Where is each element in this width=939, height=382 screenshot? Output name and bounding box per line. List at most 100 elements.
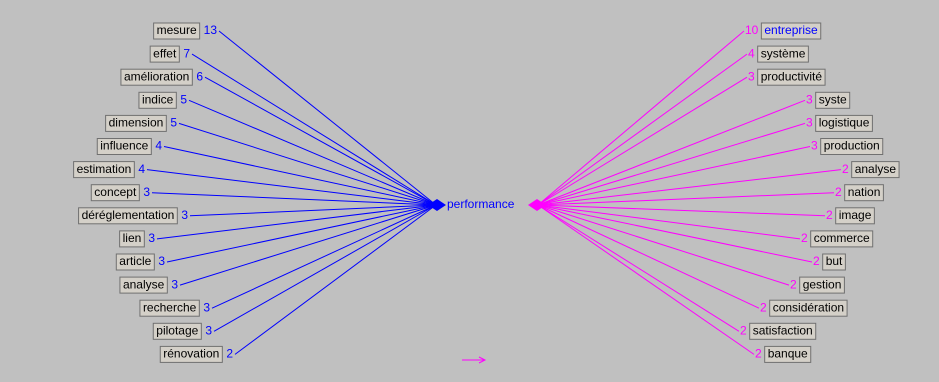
- word-box: [138, 91, 177, 109]
- link-line: [204, 76, 437, 206]
- count: 2: [813, 254, 820, 268]
- link-line: [191, 53, 437, 206]
- word-box: [749, 322, 817, 340]
- link-line: [537, 53, 748, 206]
- word-box: [760, 22, 822, 40]
- count: 3: [811, 139, 818, 153]
- count: 3: [203, 300, 210, 314]
- link-line: [537, 204, 755, 355]
- count: 2: [835, 185, 842, 199]
- count: 3: [806, 116, 813, 130]
- link-line: [213, 204, 437, 332]
- count: 2: [801, 231, 808, 245]
- word: satisfaction: [753, 323, 813, 337]
- link-line: [211, 204, 437, 309]
- word: analyse: [123, 277, 165, 291]
- word-box: [153, 22, 201, 40]
- word: production: [824, 139, 880, 153]
- word: article: [119, 254, 151, 268]
- word-box: [757, 68, 826, 86]
- count: 3: [148, 231, 155, 245]
- word: analyse: [855, 162, 897, 176]
- link-line: [537, 122, 806, 206]
- count: 2: [826, 208, 833, 222]
- word: déréglementation: [82, 208, 175, 222]
- word-box: [105, 114, 167, 132]
- link-line: [537, 204, 740, 332]
- count: 3: [171, 277, 178, 291]
- count: 4: [748, 46, 755, 60]
- word-box: [764, 345, 812, 363]
- word: considération: [773, 300, 844, 314]
- word: indice: [142, 92, 174, 106]
- link-line: [218, 30, 437, 206]
- word: lien: [123, 231, 142, 245]
- link-line: [537, 204, 813, 263]
- word-box: [810, 230, 874, 248]
- count: 2: [740, 323, 747, 337]
- word-box: [769, 299, 848, 317]
- link-line: [537, 76, 748, 206]
- word: concept: [94, 185, 137, 199]
- word: rénovation: [163, 347, 219, 361]
- word: syste: [819, 92, 847, 106]
- count: 7: [183, 46, 190, 60]
- link-line: [146, 169, 437, 206]
- word-box: [73, 161, 135, 179]
- word: but: [826, 254, 843, 268]
- word-box: [159, 345, 223, 363]
- word: productivité: [761, 69, 823, 83]
- link-line: [537, 146, 811, 206]
- count: 4: [138, 162, 145, 176]
- count: 3: [748, 69, 755, 83]
- word: dimension: [109, 116, 164, 130]
- count: 3: [143, 185, 150, 199]
- word-box: [851, 161, 900, 179]
- word-box: [119, 276, 168, 294]
- word: gestion: [803, 277, 842, 291]
- link-line: [163, 146, 437, 206]
- word-box: [90, 184, 140, 202]
- word-box: [120, 68, 193, 86]
- link-line: [166, 204, 437, 263]
- count: 3: [806, 92, 813, 106]
- link-line: [537, 99, 806, 206]
- count: 3: [205, 323, 212, 337]
- link-line: [537, 30, 745, 206]
- word-box: [844, 184, 884, 202]
- count: 2: [760, 300, 767, 314]
- word-box: [119, 230, 145, 248]
- word: nation: [848, 185, 881, 199]
- word: influence: [100, 139, 148, 153]
- word: image: [839, 208, 872, 222]
- word-box: [822, 253, 846, 271]
- link-line: [178, 122, 437, 206]
- link-line: [188, 99, 437, 206]
- count: 2: [842, 162, 849, 176]
- link-line: [537, 192, 835, 206]
- word: entreprise: [764, 23, 818, 37]
- word-box: [815, 91, 851, 109]
- count: 3: [181, 208, 188, 222]
- link-line: [537, 204, 801, 240]
- arrow-head: [478, 356, 487, 364]
- word: logistique: [819, 116, 870, 130]
- link-line: [537, 169, 842, 206]
- count: 4: [155, 139, 162, 153]
- word: amélioration: [124, 69, 189, 83]
- count: 2: [755, 347, 762, 361]
- center-word: performance: [447, 197, 515, 211]
- word-box: [96, 138, 152, 155]
- link-line: [537, 204, 826, 217]
- word-box: [820, 138, 884, 155]
- word: recherche: [143, 300, 197, 314]
- count: 2: [226, 347, 233, 361]
- word: commerce: [814, 231, 870, 245]
- link-line: [537, 204, 760, 309]
- count: 5: [180, 92, 187, 106]
- word-box: [139, 299, 200, 317]
- word: banque: [768, 347, 808, 361]
- count: 5: [170, 116, 177, 130]
- link-line: [234, 204, 437, 355]
